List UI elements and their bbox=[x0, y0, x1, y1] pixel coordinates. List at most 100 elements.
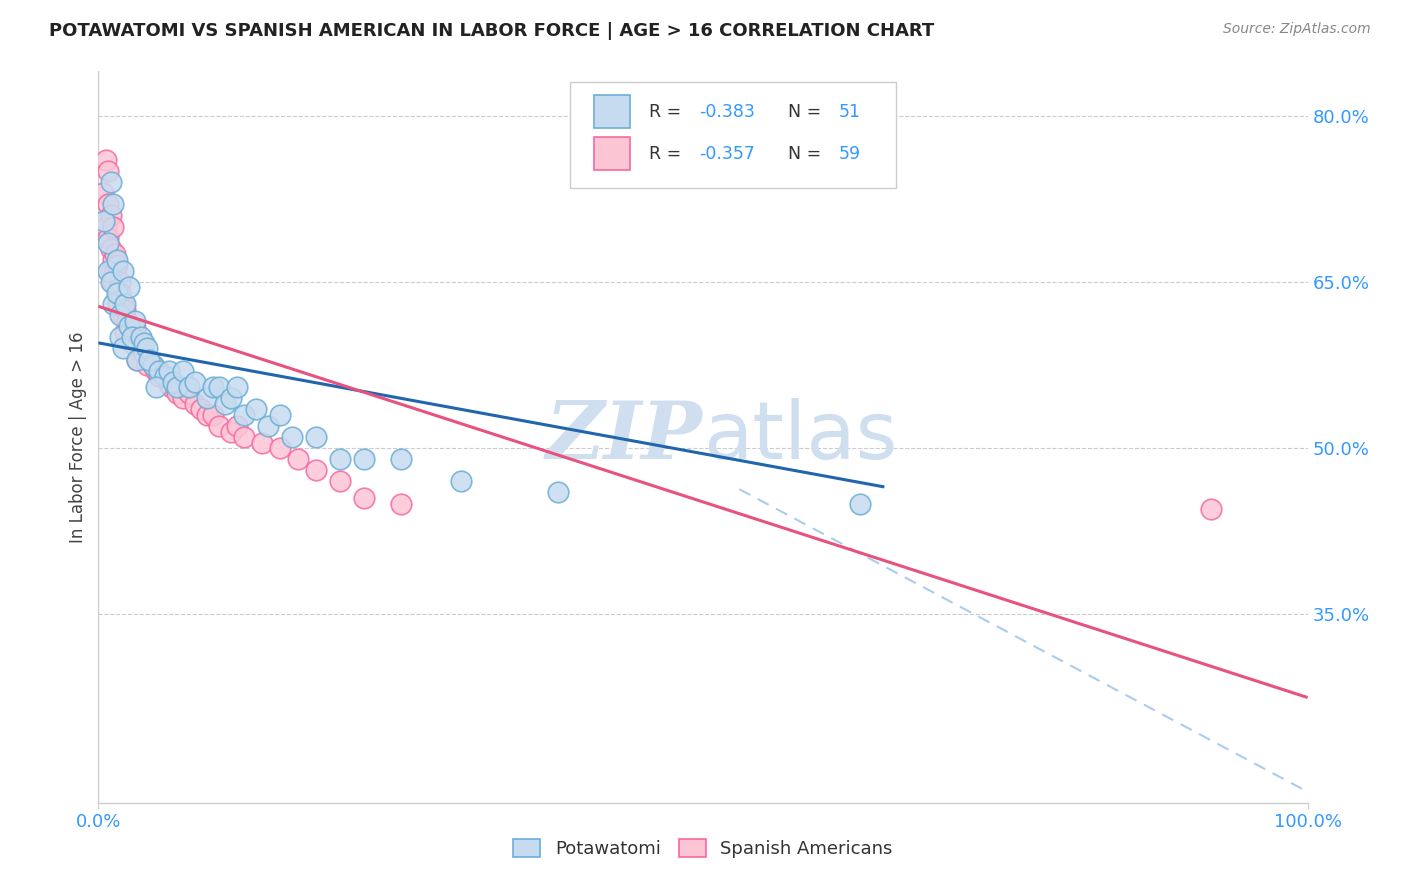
Text: R =: R = bbox=[648, 145, 686, 162]
Text: R =: R = bbox=[648, 103, 686, 121]
Point bbox=[97, 230, 120, 244]
Point bbox=[118, 280, 141, 294]
Point bbox=[184, 397, 207, 411]
Point bbox=[114, 297, 136, 311]
Point bbox=[138, 352, 160, 367]
Text: -0.383: -0.383 bbox=[699, 103, 755, 121]
Point bbox=[232, 408, 254, 422]
Point bbox=[145, 380, 167, 394]
Point bbox=[91, 186, 114, 201]
Point bbox=[195, 392, 218, 406]
Point bbox=[124, 321, 146, 335]
Point bbox=[135, 358, 157, 372]
Point bbox=[104, 247, 127, 261]
Point bbox=[111, 264, 134, 278]
Point bbox=[101, 297, 124, 311]
Point bbox=[184, 375, 207, 389]
Point bbox=[250, 435, 273, 450]
Point bbox=[547, 485, 569, 500]
Point bbox=[1199, 502, 1222, 516]
Point bbox=[226, 380, 249, 394]
Point bbox=[179, 385, 201, 400]
Point bbox=[93, 214, 115, 228]
Point bbox=[190, 402, 212, 417]
Point bbox=[329, 452, 352, 467]
FancyBboxPatch shape bbox=[569, 82, 897, 188]
Point bbox=[389, 497, 412, 511]
Point bbox=[121, 330, 143, 344]
Text: 59: 59 bbox=[838, 145, 860, 162]
Point bbox=[105, 258, 128, 272]
Point bbox=[111, 342, 134, 356]
Point bbox=[172, 363, 194, 377]
Point bbox=[111, 297, 134, 311]
Point bbox=[142, 358, 165, 372]
Point bbox=[94, 219, 117, 234]
Point bbox=[389, 452, 412, 467]
Point bbox=[195, 408, 218, 422]
Point bbox=[153, 369, 176, 384]
Text: N =: N = bbox=[787, 103, 827, 121]
Point bbox=[127, 352, 149, 367]
Point bbox=[221, 392, 243, 406]
Point bbox=[105, 285, 128, 300]
Point bbox=[172, 392, 194, 406]
Point bbox=[281, 430, 304, 444]
Bar bbox=[595, 137, 630, 170]
Point bbox=[101, 275, 124, 289]
Point bbox=[245, 402, 267, 417]
Point bbox=[107, 297, 129, 311]
Point bbox=[160, 380, 183, 394]
Point bbox=[100, 175, 122, 189]
Point bbox=[97, 264, 120, 278]
Point bbox=[202, 408, 225, 422]
Point bbox=[214, 397, 236, 411]
Point bbox=[134, 335, 156, 350]
Point bbox=[202, 380, 225, 394]
Point bbox=[97, 197, 120, 211]
Point bbox=[135, 342, 157, 356]
Point bbox=[179, 380, 201, 394]
Point bbox=[849, 497, 872, 511]
Text: atlas: atlas bbox=[703, 398, 897, 476]
Point bbox=[166, 385, 188, 400]
Point bbox=[226, 419, 249, 434]
Point bbox=[287, 452, 309, 467]
Point bbox=[118, 319, 141, 334]
Point bbox=[100, 275, 122, 289]
Point bbox=[111, 308, 134, 322]
Point bbox=[121, 330, 143, 344]
Point bbox=[138, 352, 160, 367]
Point bbox=[269, 441, 291, 455]
Point bbox=[97, 164, 120, 178]
Point bbox=[208, 419, 231, 434]
Point bbox=[97, 236, 120, 251]
Point bbox=[166, 380, 188, 394]
Point bbox=[105, 252, 128, 267]
Text: ZIP: ZIP bbox=[546, 399, 703, 475]
Point bbox=[162, 375, 184, 389]
Point bbox=[305, 463, 328, 477]
Point bbox=[269, 408, 291, 422]
Y-axis label: In Labor Force | Age > 16: In Labor Force | Age > 16 bbox=[69, 331, 87, 543]
Point bbox=[148, 369, 170, 384]
Point bbox=[94, 153, 117, 167]
Point bbox=[153, 369, 176, 384]
Point bbox=[129, 335, 152, 350]
Point bbox=[157, 376, 180, 391]
Point bbox=[108, 308, 131, 322]
Legend: Potawatomi, Spanish Americans: Potawatomi, Spanish Americans bbox=[505, 830, 901, 867]
Point bbox=[101, 252, 124, 267]
Point bbox=[145, 363, 167, 377]
Point bbox=[142, 358, 165, 372]
Point bbox=[121, 335, 143, 350]
Point bbox=[329, 475, 352, 489]
Point bbox=[101, 219, 124, 234]
Point bbox=[305, 430, 328, 444]
Point bbox=[101, 197, 124, 211]
Point bbox=[208, 380, 231, 394]
Point bbox=[256, 419, 278, 434]
Point bbox=[108, 330, 131, 344]
Point bbox=[108, 285, 131, 300]
Text: POTAWATOMI VS SPANISH AMERICAN IN LABOR FORCE | AGE > 16 CORRELATION CHART: POTAWATOMI VS SPANISH AMERICAN IN LABOR … bbox=[49, 22, 935, 40]
